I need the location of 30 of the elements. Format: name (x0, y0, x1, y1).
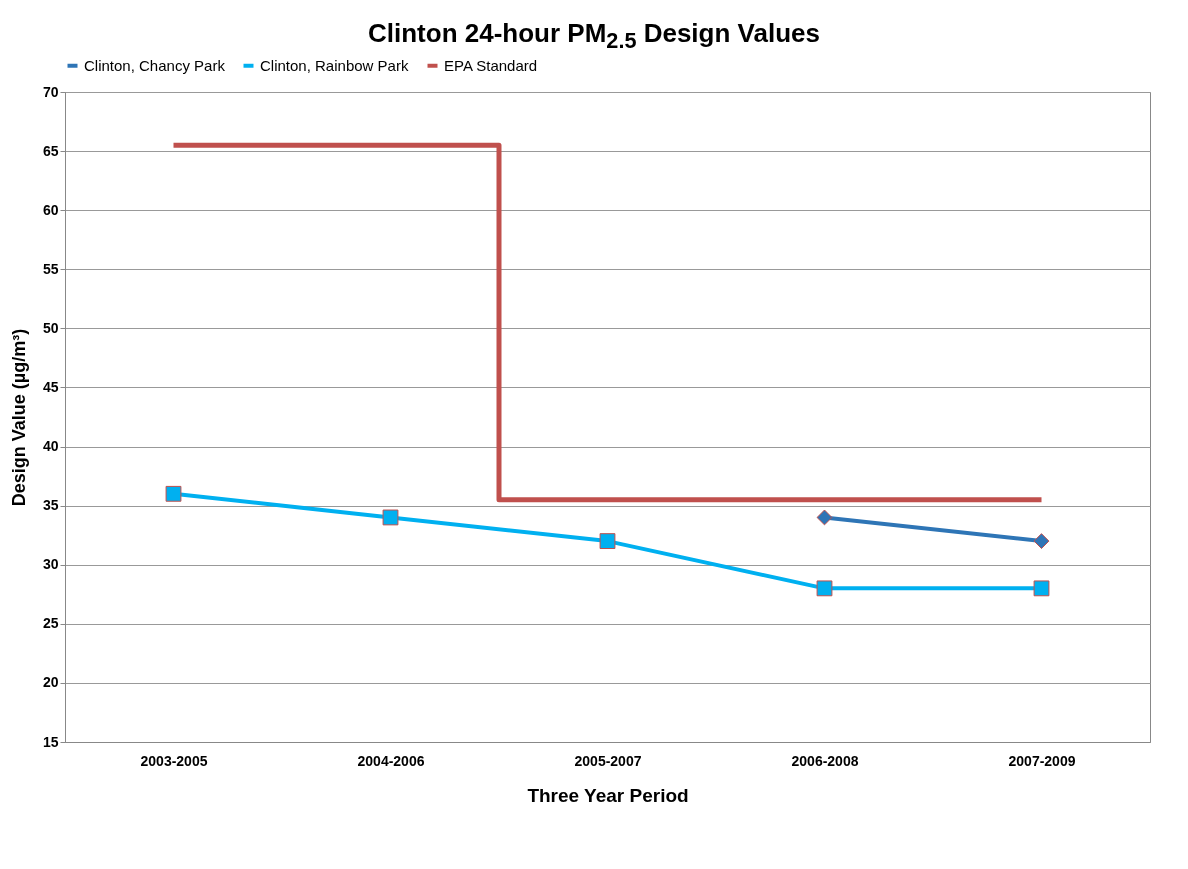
y-tick-label: 20 (42, 674, 59, 691)
point (1033, 533, 1050, 550)
y-tick-label: 65 (42, 142, 59, 159)
y-tick-label: 25 (42, 615, 59, 632)
y-axis-title: Design Value (µg/m³) (8, 328, 29, 507)
point (165, 485, 182, 502)
y-tick-label: 70 (42, 83, 59, 100)
y-tick-label: 55 (42, 260, 59, 277)
y-tick-label: 35 (42, 497, 59, 514)
legend-label: Clinton, Rainbow Park (260, 56, 409, 74)
x-tick-label: 2006-2008 (791, 752, 859, 769)
x-axis-title: Three Year Period (527, 784, 689, 806)
x-tick-label: 2007-2009 (1008, 752, 1076, 769)
y-tick-label: 50 (42, 319, 59, 336)
y-tick-label: 45 (42, 378, 59, 395)
y-tick-label: 40 (42, 438, 59, 455)
x-tick-label: 2004-2006 (357, 752, 425, 769)
chart-title: Clinton 24-hour PM$_{2.5}$ Design Values (367, 17, 821, 56)
y-tick-label: 60 (42, 201, 59, 218)
legend-label: EPA Standard (444, 56, 538, 74)
y-tick-label: 15 (42, 733, 59, 750)
legend-label: Clinton, Chancy Park (84, 56, 226, 74)
y-tick-label: 30 (42, 556, 59, 573)
x-tick-label: 2005-2007 (574, 752, 642, 769)
point (1033, 580, 1050, 597)
point (599, 533, 616, 550)
point (816, 580, 833, 597)
x-tick-label: 2003-2005 (140, 752, 208, 769)
point (816, 509, 833, 526)
point (382, 509, 399, 526)
